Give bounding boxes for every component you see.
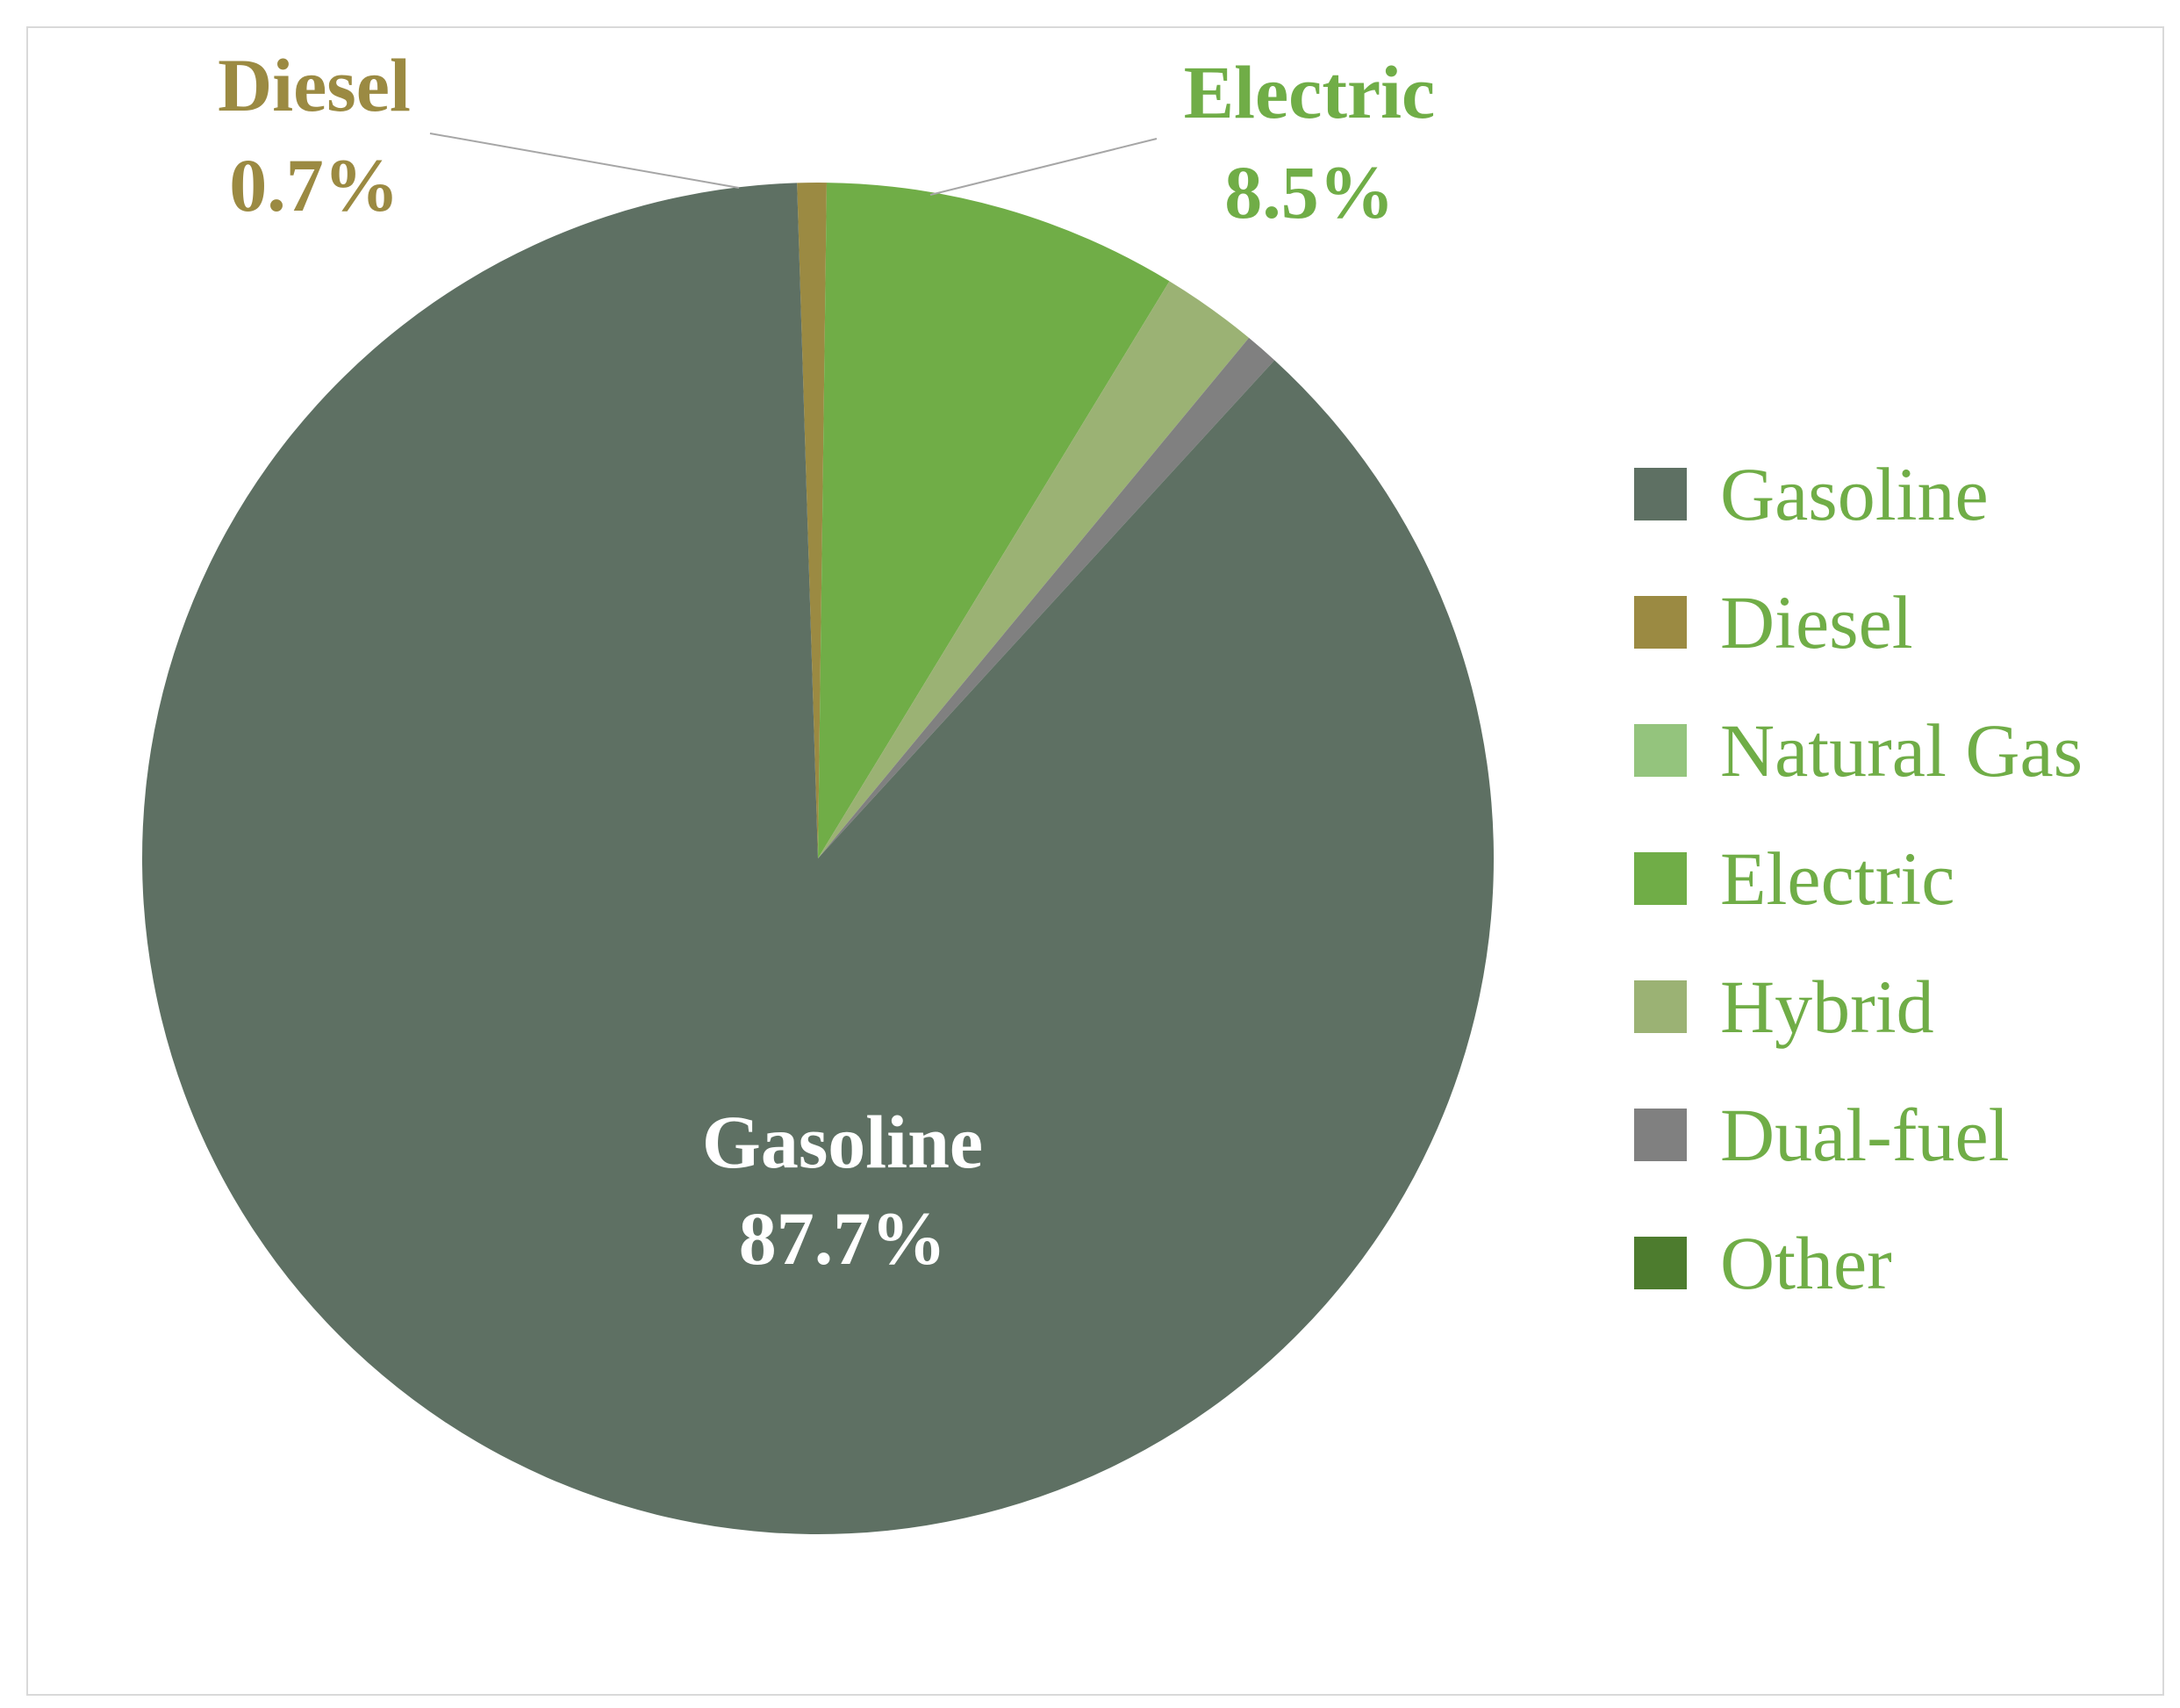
pie-slice-diesel — [797, 182, 827, 858]
chart-legend: Gasoline Diesel Natural Gas Electric Hyb… — [1634, 430, 2083, 1327]
legend-label-gasoline: Gasoline — [1720, 452, 1989, 536]
legend-label-electric: Electric — [1720, 836, 1955, 921]
gasoline-label-name: Gasoline — [702, 1100, 983, 1184]
legend-swatch-gasoline — [1634, 468, 1687, 520]
legend-item-electric: Electric — [1634, 815, 2083, 943]
legend-label-other: Other — [1720, 1221, 1892, 1305]
legend-swatch-electric — [1634, 852, 1687, 905]
legend-item-dual-fuel: Dual-fuel — [1634, 1071, 2083, 1199]
legend-swatch-diesel — [1634, 596, 1687, 649]
leader-lines — [429, 133, 1158, 196]
legend-label-diesel: Diesel — [1720, 580, 1913, 664]
legend-label-natural-gas: Natural Gas — [1720, 708, 2083, 793]
diesel-label-name: Diesel — [218, 43, 411, 127]
legend-label-dual-fuel: Dual-fuel — [1720, 1093, 2010, 1177]
diesel-label-percent: 0.7% — [229, 143, 399, 227]
pie-slice-dual-fuel — [818, 337, 1275, 858]
legend-swatch-other — [1634, 1237, 1687, 1289]
legend-item-natural-gas: Natural Gas — [1634, 686, 2083, 815]
electric-leader-line — [929, 138, 1158, 196]
legend-item-diesel: Diesel — [1634, 558, 2083, 686]
gasoline-label-percent: 87.7% — [739, 1196, 947, 1281]
legend-item-gasoline: Gasoline — [1634, 430, 2083, 558]
legend-item-other: Other — [1634, 1199, 2083, 1327]
pie-slice-gasoline — [141, 183, 1494, 1534]
electric-label-name: Electric — [1184, 50, 1435, 134]
pie-slices — [141, 182, 1494, 1534]
legend-label-hybrid: Hybrid — [1720, 965, 1934, 1049]
diesel-leader-line — [429, 133, 740, 189]
legend-item-hybrid: Hybrid — [1634, 943, 2083, 1071]
legend-swatch-hybrid — [1634, 980, 1687, 1033]
pie-slice-electric — [818, 183, 1170, 858]
electric-label-percent: 8.5% — [1224, 150, 1395, 234]
pie-slice-hybrid — [818, 281, 1250, 858]
legend-swatch-natural-gas — [1634, 724, 1687, 777]
legend-swatch-dual-fuel — [1634, 1109, 1687, 1161]
